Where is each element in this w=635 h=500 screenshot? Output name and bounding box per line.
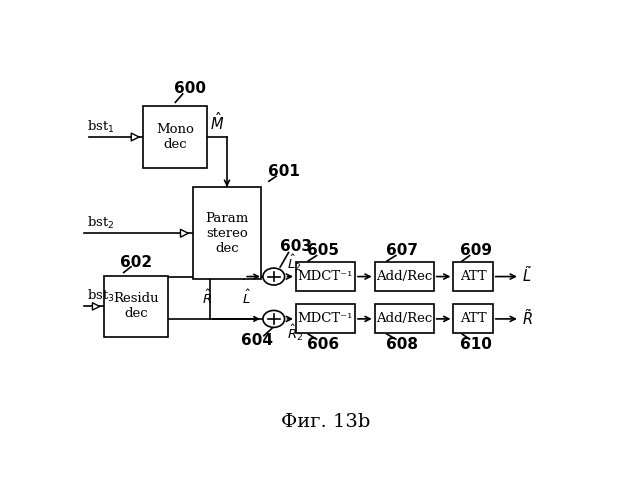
Text: 605: 605 bbox=[307, 243, 339, 258]
Text: 609: 609 bbox=[460, 243, 491, 258]
Circle shape bbox=[263, 310, 284, 328]
Text: bst$_1$: bst$_1$ bbox=[87, 119, 114, 135]
Text: Mono
dec: Mono dec bbox=[156, 123, 194, 151]
Text: ATT: ATT bbox=[460, 312, 486, 326]
FancyBboxPatch shape bbox=[144, 106, 207, 168]
Text: $\tilde{R}$: $\tilde{R}$ bbox=[522, 308, 533, 328]
Text: MDCT⁻¹: MDCT⁻¹ bbox=[298, 270, 353, 283]
Text: $\hat{L}$: $\hat{L}$ bbox=[242, 289, 251, 307]
Text: 603: 603 bbox=[280, 239, 312, 254]
Text: 602: 602 bbox=[120, 254, 152, 270]
FancyBboxPatch shape bbox=[296, 304, 355, 334]
Text: Add/Rec: Add/Rec bbox=[376, 270, 432, 283]
FancyBboxPatch shape bbox=[375, 262, 434, 291]
Text: 608: 608 bbox=[385, 336, 418, 351]
FancyBboxPatch shape bbox=[296, 262, 355, 291]
Text: Фиг. 13b: Фиг. 13b bbox=[281, 413, 370, 431]
FancyBboxPatch shape bbox=[375, 304, 434, 334]
FancyBboxPatch shape bbox=[453, 304, 493, 334]
Text: 604: 604 bbox=[241, 333, 272, 348]
Text: MDCT⁻¹: MDCT⁻¹ bbox=[298, 312, 353, 326]
Text: 607: 607 bbox=[385, 243, 418, 258]
Text: bst$_3$: bst$_3$ bbox=[87, 288, 114, 304]
FancyBboxPatch shape bbox=[192, 187, 262, 280]
Text: bst$_2$: bst$_2$ bbox=[87, 215, 114, 232]
Text: $\hat{M}$: $\hat{M}$ bbox=[210, 112, 224, 133]
Text: 606: 606 bbox=[307, 336, 339, 351]
Text: 601: 601 bbox=[268, 164, 300, 179]
Text: ATT: ATT bbox=[460, 270, 486, 283]
FancyBboxPatch shape bbox=[104, 276, 168, 337]
Text: Residu
dec: Residu dec bbox=[113, 292, 159, 320]
Text: 610: 610 bbox=[460, 336, 491, 351]
Text: $\hat{R}$: $\hat{R}$ bbox=[203, 289, 212, 307]
Text: $\hat{L}_2$: $\hat{L}_2$ bbox=[287, 252, 302, 272]
Text: 600: 600 bbox=[174, 82, 206, 96]
Text: Param
stereo
dec: Param stereo dec bbox=[205, 212, 249, 255]
Text: Add/Rec: Add/Rec bbox=[376, 312, 432, 326]
Circle shape bbox=[263, 268, 284, 285]
FancyBboxPatch shape bbox=[453, 262, 493, 291]
Text: $\hat{R}_2$: $\hat{R}_2$ bbox=[287, 323, 304, 343]
Text: $\tilde{L}$: $\tilde{L}$ bbox=[522, 266, 532, 285]
